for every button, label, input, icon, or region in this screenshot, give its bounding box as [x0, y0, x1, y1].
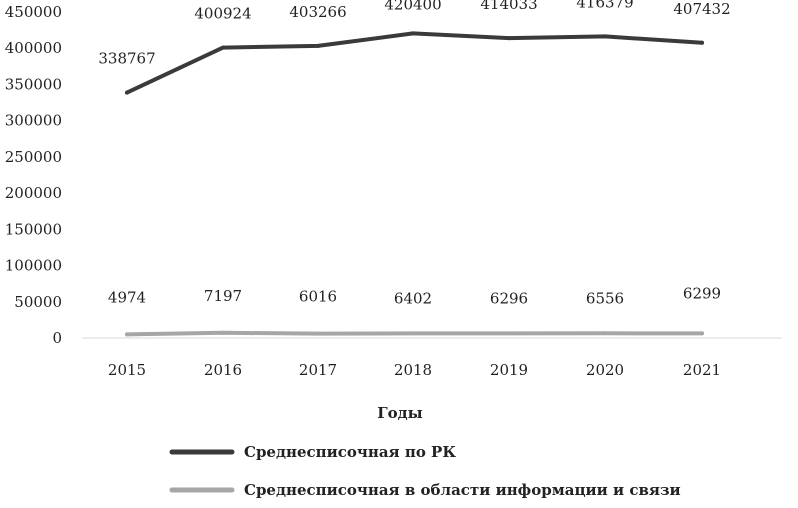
data-label: 6556	[586, 289, 624, 307]
x-tick-label: 2016	[204, 361, 242, 379]
data-label: 403266	[289, 3, 346, 21]
data-labels: 338767 400924 403266 420400 414033 416379 4074…	[98, 0, 730, 307]
y-tick-label: 200000	[5, 184, 62, 202]
y-tick-label: 400000	[5, 39, 62, 57]
data-point	[603, 34, 607, 39]
y-tick-label: 350000	[5, 75, 62, 93]
x-tick-label: 2021	[683, 361, 721, 379]
legend-label: Среднесписочная в области информации и с…	[244, 481, 681, 499]
data-label: 6016	[299, 288, 337, 306]
data-point	[507, 331, 511, 336]
y-tick-label: 300000	[5, 112, 62, 130]
data-point	[507, 36, 511, 41]
x-tick-label: 2020	[586, 361, 624, 379]
x-tick-label: 2017	[299, 361, 337, 379]
data-point	[316, 43, 320, 48]
x-axis-title: Годы	[377, 404, 422, 422]
x-tick-label: 2019	[490, 361, 528, 379]
data-point	[221, 330, 225, 335]
y-tick-label: 150000	[5, 220, 62, 238]
data-label: 6402	[394, 289, 432, 307]
data-label: 420400	[384, 0, 441, 13]
data-point	[700, 331, 704, 336]
y-tick-label: 100000	[5, 257, 62, 275]
data-label: 414033	[480, 0, 537, 13]
series-line-1	[125, 31, 704, 95]
y-tick-label: 450000	[5, 3, 62, 21]
data-point	[316, 331, 320, 336]
series-lines	[125, 31, 704, 337]
data-label: 7197	[204, 287, 242, 305]
legend: Среднесписочная по РК Среднесписочная в о…	[169, 443, 681, 499]
data-label: 6299	[683, 284, 721, 302]
data-point	[125, 332, 129, 337]
y-tick-label: 50000	[14, 293, 62, 311]
data-label: 416379	[576, 0, 633, 11]
data-point	[603, 331, 607, 336]
y-axis: 0 50000 100000 150000 200000 250000 300000 3500…	[5, 3, 62, 347]
y-tick-label: 250000	[5, 148, 62, 166]
data-point	[411, 31, 415, 36]
data-point	[700, 40, 704, 45]
data-point	[411, 331, 415, 336]
y-tick-label: 0	[52, 329, 62, 347]
data-label: 338767	[98, 50, 155, 68]
data-label: 4974	[108, 288, 146, 306]
data-point	[221, 45, 225, 50]
x-tick-label: 2018	[394, 361, 432, 379]
data-point	[125, 90, 129, 95]
x-axis: 2015 2016 2017 2018 2019 2020 2021	[82, 337, 782, 379]
x-tick-label: 2015	[108, 361, 146, 379]
data-label: 400924	[194, 5, 251, 23]
data-label: 6296	[490, 289, 528, 307]
legend-label: Среднесписочная по РК	[244, 443, 456, 461]
data-label: 407432	[673, 0, 730, 18]
